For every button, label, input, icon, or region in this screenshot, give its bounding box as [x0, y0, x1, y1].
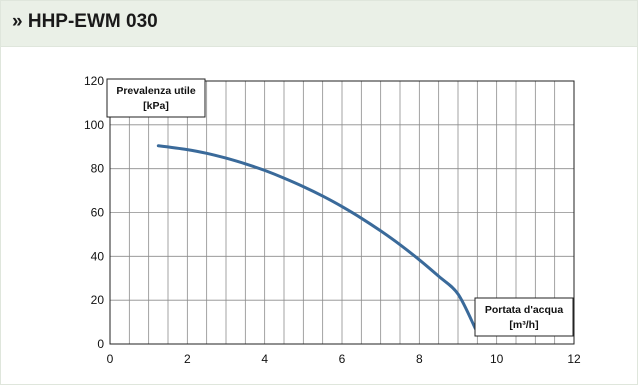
- y-tick-label: 20: [91, 293, 105, 307]
- x-tick-label: 6: [339, 352, 346, 366]
- panel-header: » HHP-EWM 030: [1, 1, 637, 47]
- x-tick-labels: 0 2 4 6 8 10 12: [107, 352, 581, 366]
- x-axis-label-line2: [m³/h]: [509, 319, 538, 331]
- y-axis-label-line2: [kPa]: [143, 100, 169, 112]
- y-tick-label: 60: [91, 206, 105, 220]
- y-tick-label: 40: [91, 249, 105, 263]
- x-tick-label: 10: [490, 352, 504, 366]
- y-tick-label: 80: [91, 162, 105, 176]
- plot-area-border: [109, 80, 575, 345]
- y-tick-labels: 0 20 40 60 80 100 120: [84, 74, 104, 351]
- x-tick-label: 12: [567, 352, 581, 366]
- y-axis-label-box: Prevalenza utile [kPa]: [106, 78, 206, 118]
- x-tick-label: 2: [184, 352, 191, 366]
- x-axis-label-box: Portata d'acqua [m³/h]: [474, 297, 574, 337]
- x-tick-label: 4: [261, 352, 268, 366]
- y-tick-label: 0: [97, 337, 104, 351]
- x-axis-label-line1: Portata d'acqua: [485, 304, 564, 316]
- x-tick-label: 0: [107, 352, 114, 366]
- x-tick-label: 8: [416, 352, 423, 366]
- panel-title: » HHP-EWM 030: [12, 11, 158, 32]
- y-tick-label: 100: [84, 118, 104, 132]
- y-tick-label: 120: [84, 74, 104, 88]
- series-line: [156, 144, 477, 331]
- y-axis-label-line1: Prevalenza utile: [116, 85, 196, 97]
